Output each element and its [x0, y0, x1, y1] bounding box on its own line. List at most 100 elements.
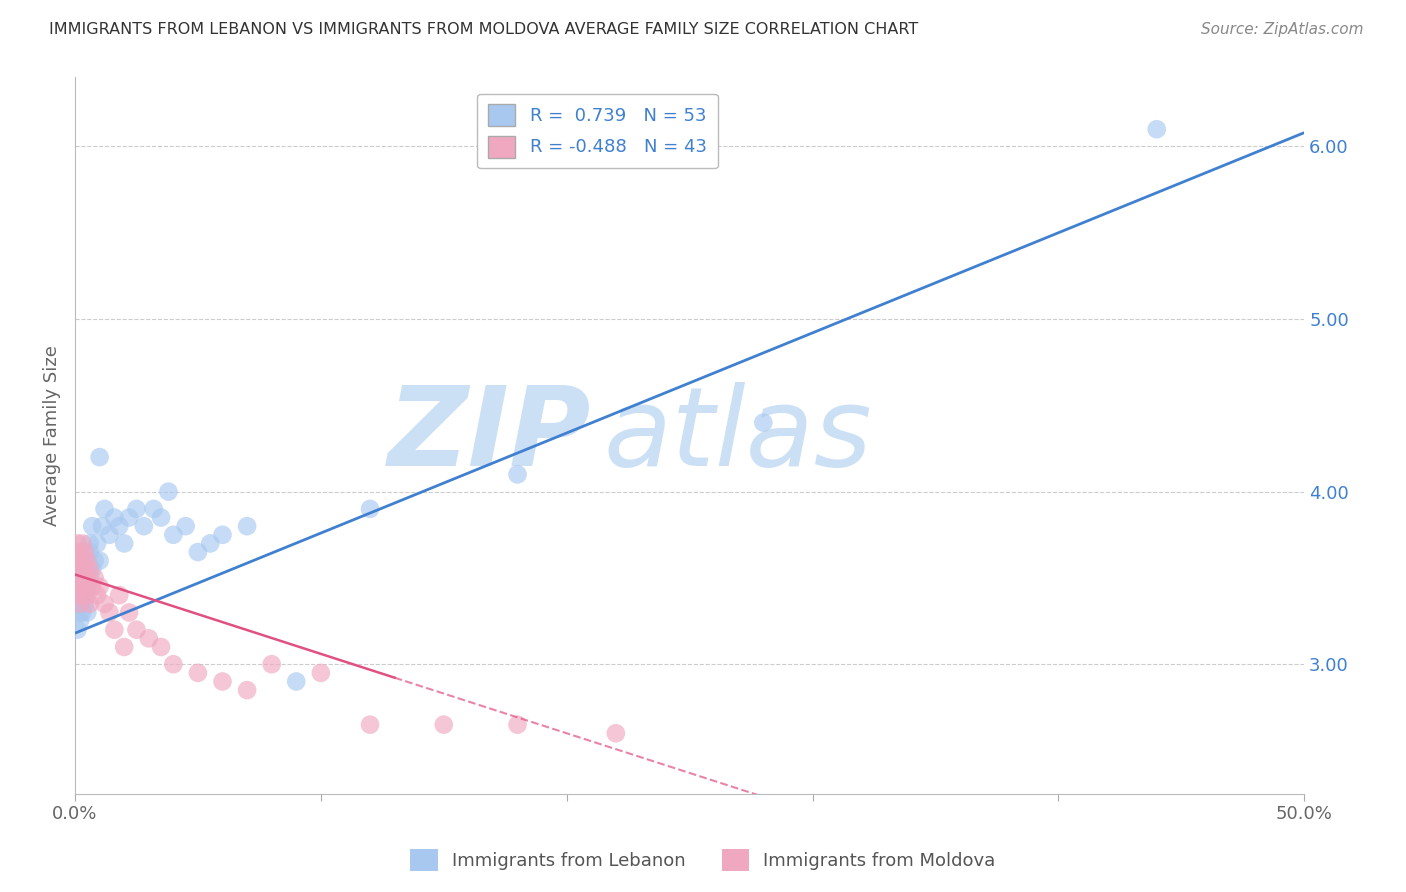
- Point: [69, 554, 91, 568]
- Point: [93, 597, 115, 611]
- Point: [66, 588, 89, 602]
- Point: [200, 536, 222, 550]
- Point: [72, 554, 94, 568]
- Point: [103, 510, 125, 524]
- Point: [76, 606, 98, 620]
- Point: [162, 657, 184, 672]
- Point: [236, 683, 259, 698]
- Point: [91, 519, 114, 533]
- Point: [79, 562, 101, 576]
- Point: [752, 416, 775, 430]
- Point: [69, 597, 91, 611]
- Point: [66, 597, 89, 611]
- Point: [82, 580, 104, 594]
- Legend: R =  0.739   N = 53, R = -0.488   N = 43: R = 0.739 N = 53, R = -0.488 N = 43: [478, 94, 717, 169]
- Point: [142, 502, 165, 516]
- Point: [132, 519, 155, 533]
- Point: [72, 554, 94, 568]
- Point: [236, 519, 259, 533]
- Point: [89, 554, 111, 568]
- Text: atlas: atlas: [603, 382, 872, 489]
- Point: [66, 571, 89, 585]
- Point: [93, 502, 115, 516]
- Point: [187, 545, 209, 559]
- Point: [118, 510, 141, 524]
- Point: [150, 510, 173, 524]
- Point: [66, 571, 89, 585]
- Point: [1146, 122, 1168, 136]
- Text: Source: ZipAtlas.com: Source: ZipAtlas.com: [1201, 22, 1364, 37]
- Point: [76, 554, 98, 568]
- Point: [73, 597, 96, 611]
- Point: [76, 571, 98, 585]
- Point: [150, 640, 173, 654]
- Point: [108, 519, 131, 533]
- Point: [89, 450, 111, 464]
- Point: [112, 640, 135, 654]
- Point: [66, 588, 89, 602]
- Point: [79, 571, 101, 585]
- Point: [66, 623, 89, 637]
- Point: [118, 606, 141, 620]
- Point: [69, 614, 91, 628]
- Point: [76, 588, 98, 602]
- Point: [83, 571, 105, 585]
- Point: [72, 536, 94, 550]
- Legend: Immigrants from Lebanon, Immigrants from Moldova: Immigrants from Lebanon, Immigrants from…: [404, 842, 1002, 879]
- Point: [359, 717, 381, 731]
- Point: [157, 484, 180, 499]
- Point: [73, 580, 96, 594]
- Point: [285, 674, 308, 689]
- Point: [174, 519, 197, 533]
- Point: [89, 580, 111, 594]
- Point: [82, 519, 104, 533]
- Y-axis label: Average Family Size: Average Family Size: [44, 345, 60, 526]
- Point: [125, 502, 148, 516]
- Point: [66, 536, 89, 550]
- Point: [73, 562, 96, 576]
- Point: [73, 545, 96, 559]
- Point: [83, 554, 105, 568]
- Point: [98, 606, 121, 620]
- Point: [506, 467, 529, 482]
- Point: [69, 580, 91, 594]
- Point: [138, 632, 160, 646]
- Point: [73, 588, 96, 602]
- Point: [72, 606, 94, 620]
- Point: [211, 528, 233, 542]
- Point: [162, 528, 184, 542]
- Point: [69, 571, 91, 585]
- Point: [69, 580, 91, 594]
- Point: [73, 562, 96, 576]
- Point: [69, 606, 91, 620]
- Point: [309, 665, 332, 680]
- Point: [359, 502, 381, 516]
- Point: [103, 623, 125, 637]
- Point: [211, 674, 233, 689]
- Point: [187, 665, 209, 680]
- Point: [72, 562, 94, 576]
- Point: [433, 717, 456, 731]
- Point: [79, 545, 101, 559]
- Point: [86, 588, 108, 602]
- Point: [73, 571, 96, 585]
- Point: [605, 726, 627, 740]
- Point: [79, 597, 101, 611]
- Point: [125, 623, 148, 637]
- Point: [260, 657, 283, 672]
- Point: [86, 536, 108, 550]
- Point: [82, 562, 104, 576]
- Text: IMMIGRANTS FROM LEBANON VS IMMIGRANTS FROM MOLDOVA AVERAGE FAMILY SIZE CORRELATI: IMMIGRANTS FROM LEBANON VS IMMIGRANTS FR…: [49, 22, 918, 37]
- Point: [112, 536, 135, 550]
- Point: [506, 717, 529, 731]
- Point: [72, 588, 94, 602]
- Point: [76, 580, 98, 594]
- Point: [98, 528, 121, 542]
- Text: ZIP: ZIP: [388, 382, 592, 489]
- Point: [72, 580, 94, 594]
- Point: [66, 554, 89, 568]
- Point: [72, 597, 94, 611]
- Point: [69, 562, 91, 576]
- Point: [72, 571, 94, 585]
- Point: [69, 545, 91, 559]
